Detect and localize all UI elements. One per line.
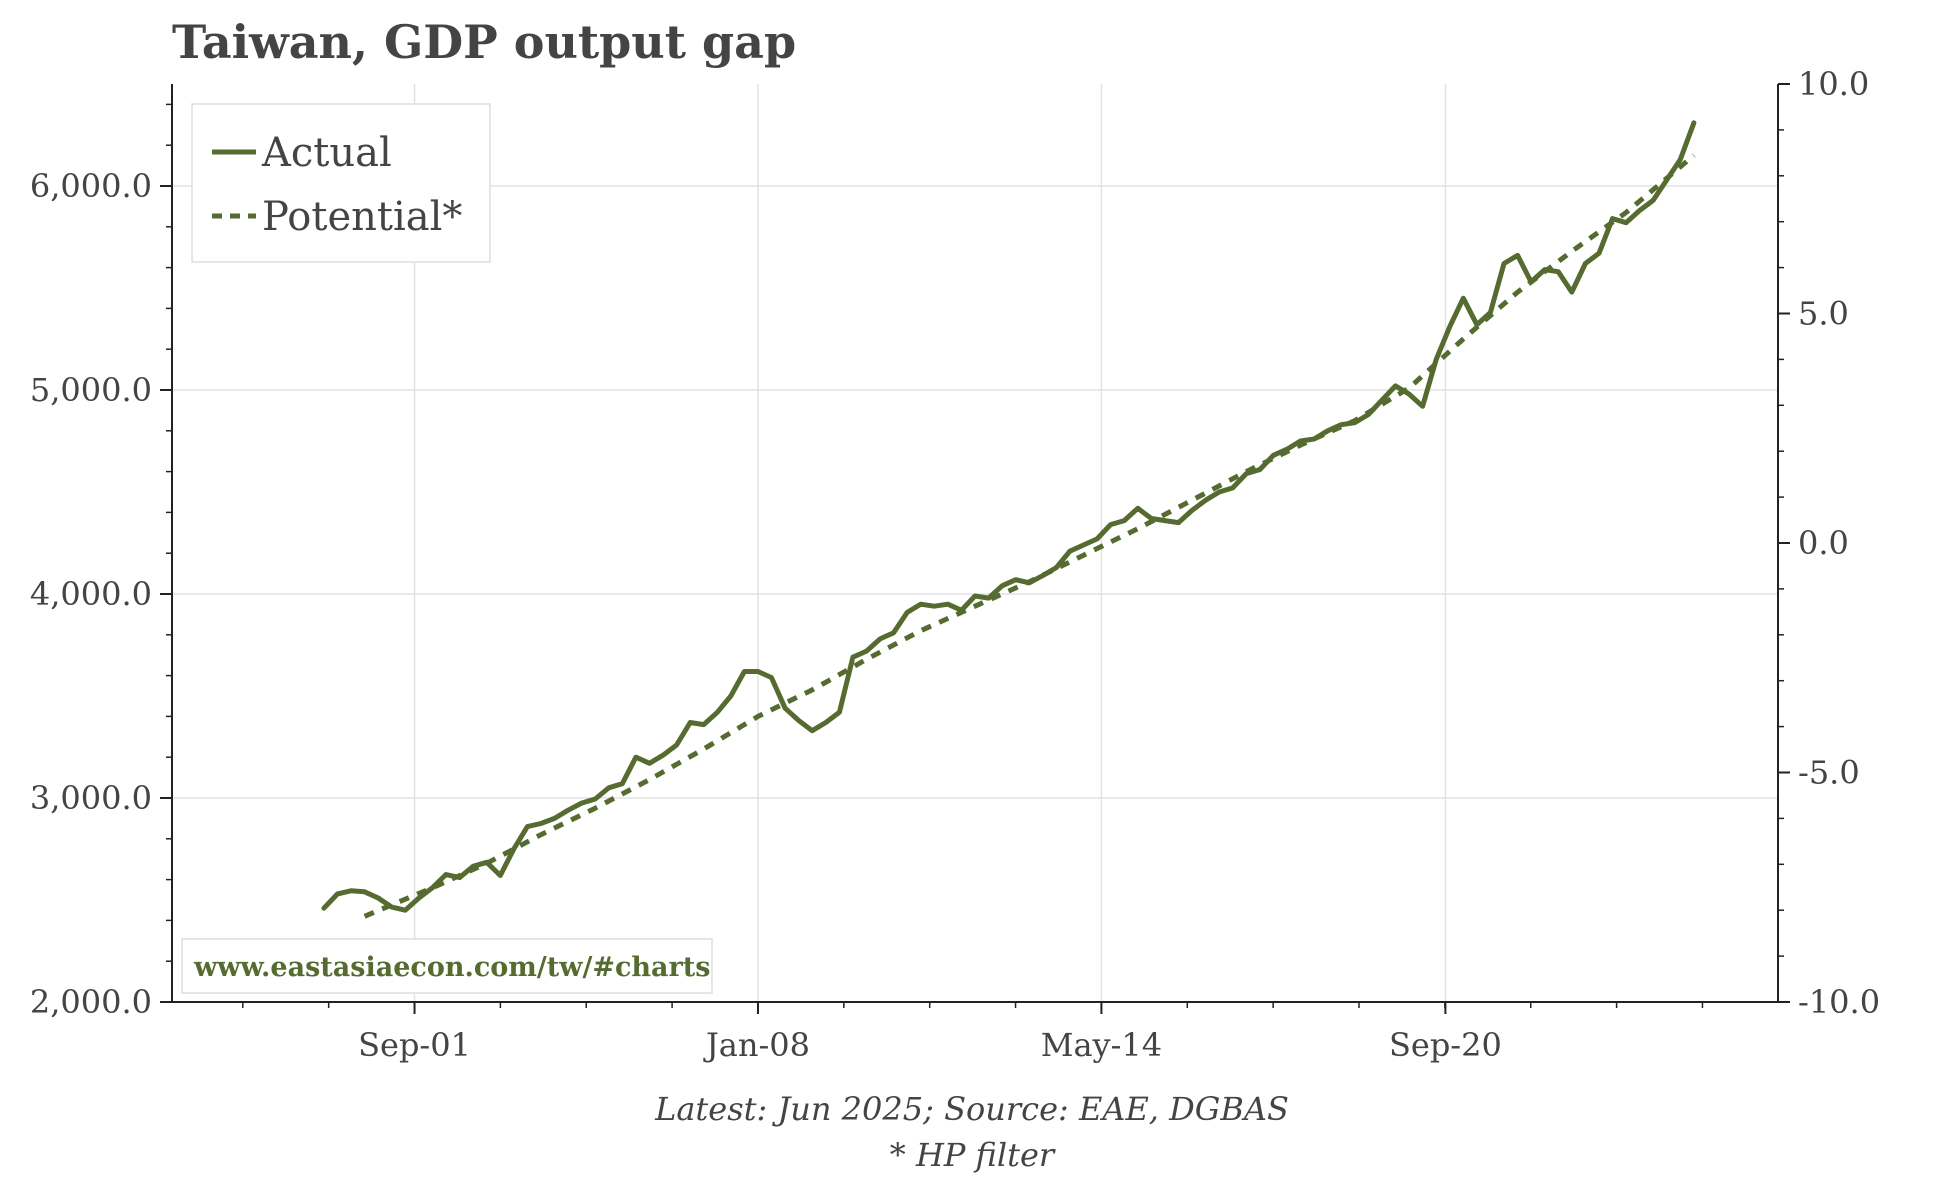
watermark-url: www.eastasiaecon.com/tw/#charts (193, 952, 710, 983)
left-tick-label: 4,000.0 (30, 575, 152, 613)
left-tick-label: 5,000.0 (30, 371, 152, 409)
source-note: Latest: Jun 2025; Source: EAE, DGBAS (654, 1090, 1289, 1128)
legend-box (191, 103, 491, 263)
x-tick-label: Jan-08 (703, 1026, 810, 1064)
right-tick-label: -5.0 (1798, 754, 1860, 792)
legend: Actual Potential* (191, 103, 491, 263)
right-tick-label: 0.0 (1798, 524, 1849, 562)
series-line-potential (363, 153, 1696, 919)
left-y-axis: 2,000.0 3,000.0 4,000.0 5,000.0 6,000.0 (30, 103, 172, 1021)
x-tick-label: Sep-20 (1389, 1026, 1502, 1064)
chart-title: Taiwan, GDP output gap (172, 15, 796, 69)
right-tick-label: 10.0 (1798, 65, 1869, 103)
right-y-axis: -10.0 -5.0 0.0 5.0 10.0 (1778, 65, 1880, 1021)
x-axis: Sep-01 Jan-08 May-14 Sep-20 (242, 1002, 1704, 1064)
series-group (321, 120, 1697, 919)
watermark-frame (181, 938, 713, 994)
left-tick-label: 2,000.0 (30, 983, 152, 1021)
hp-filter-note: * HP filter (890, 1136, 1056, 1174)
x-tick-label: May-14 (1041, 1026, 1162, 1064)
legend-potential-label: Potential* (262, 194, 462, 240)
series-line-actual (321, 120, 1697, 913)
left-tick-label: 3,000.0 (30, 779, 152, 817)
left-tick-label: 6,000.0 (30, 167, 152, 205)
right-tick-label: 5.0 (1798, 295, 1849, 333)
x-tick-label: Sep-01 (358, 1026, 471, 1064)
legend-actual-label: Actual (261, 130, 392, 176)
watermark-box: www.eastasiaecon.com/tw/#charts (181, 938, 713, 994)
right-tick-label: -10.0 (1798, 983, 1880, 1021)
